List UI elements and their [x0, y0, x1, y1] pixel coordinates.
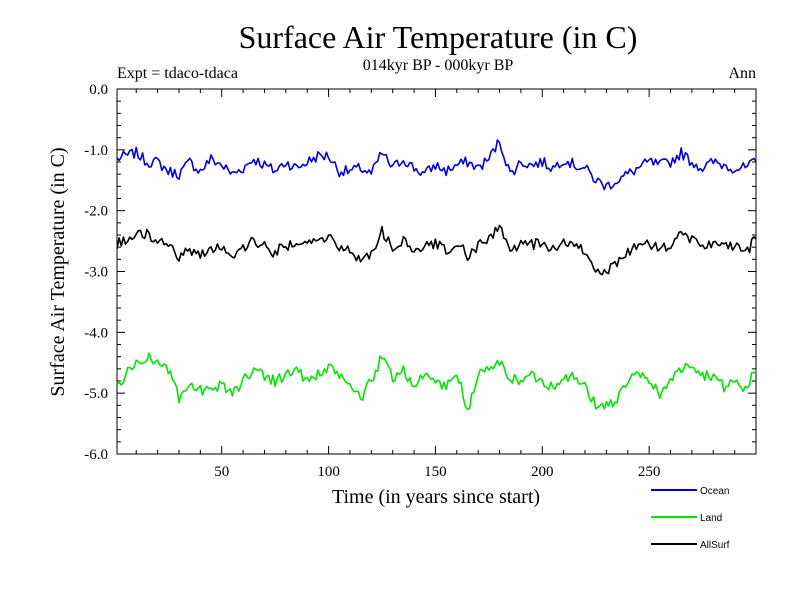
x-axis-ticks — [135, 89, 736, 454]
y-tick-label: -1.0 — [84, 143, 108, 159]
x-tick-label: 50 — [214, 464, 229, 480]
season-label: Ann — [728, 65, 756, 82]
x-axis-tick-labels: 50 100 150 200 250 — [214, 464, 660, 480]
y-tick-label: -4.0 — [84, 325, 108, 341]
series-lines — [116, 139, 757, 410]
series-line-ocean — [116, 139, 757, 191]
y-axis-tick-labels: 0.0 -1.0 -2.0 -3.0 -4.0 -5.0 -6.0 — [84, 82, 108, 463]
x-tick-label: 200 — [531, 464, 554, 480]
y-tick-label: -6.0 — [84, 447, 108, 463]
experiment-label: Expt = tdaco-tdaca — [117, 65, 238, 82]
x-tick-label: 100 — [317, 464, 340, 480]
plot-frame — [116, 88, 757, 455]
chart-subtitle: 014kyr BP - 000kyr BP — [363, 57, 514, 74]
y-axis-ticks — [117, 88, 756, 455]
series-line-land — [116, 352, 757, 410]
x-tick-label: 150 — [424, 464, 447, 480]
y-tick-label: -5.0 — [84, 386, 108, 402]
y-tick-label: -3.0 — [84, 265, 108, 281]
y-axis-label: Surface Air Temperature (in C) — [47, 147, 69, 396]
x-axis-label: Time (in years since start) — [332, 486, 540, 508]
y-tick-label: 0.0 — [89, 82, 108, 98]
x-tick-label: 250 — [638, 464, 661, 480]
chart-title: Surface Air Temperature (in C) — [239, 19, 638, 55]
legend-label-allsurf: AllSurf — [700, 540, 730, 551]
series-line-allsurf — [116, 224, 757, 276]
y-tick-label: -2.0 — [84, 204, 108, 220]
legend: Ocean Land AllSurf — [651, 486, 730, 551]
legend-label-land: Land — [700, 513, 722, 524]
legend-label-ocean: Ocean — [700, 486, 729, 497]
